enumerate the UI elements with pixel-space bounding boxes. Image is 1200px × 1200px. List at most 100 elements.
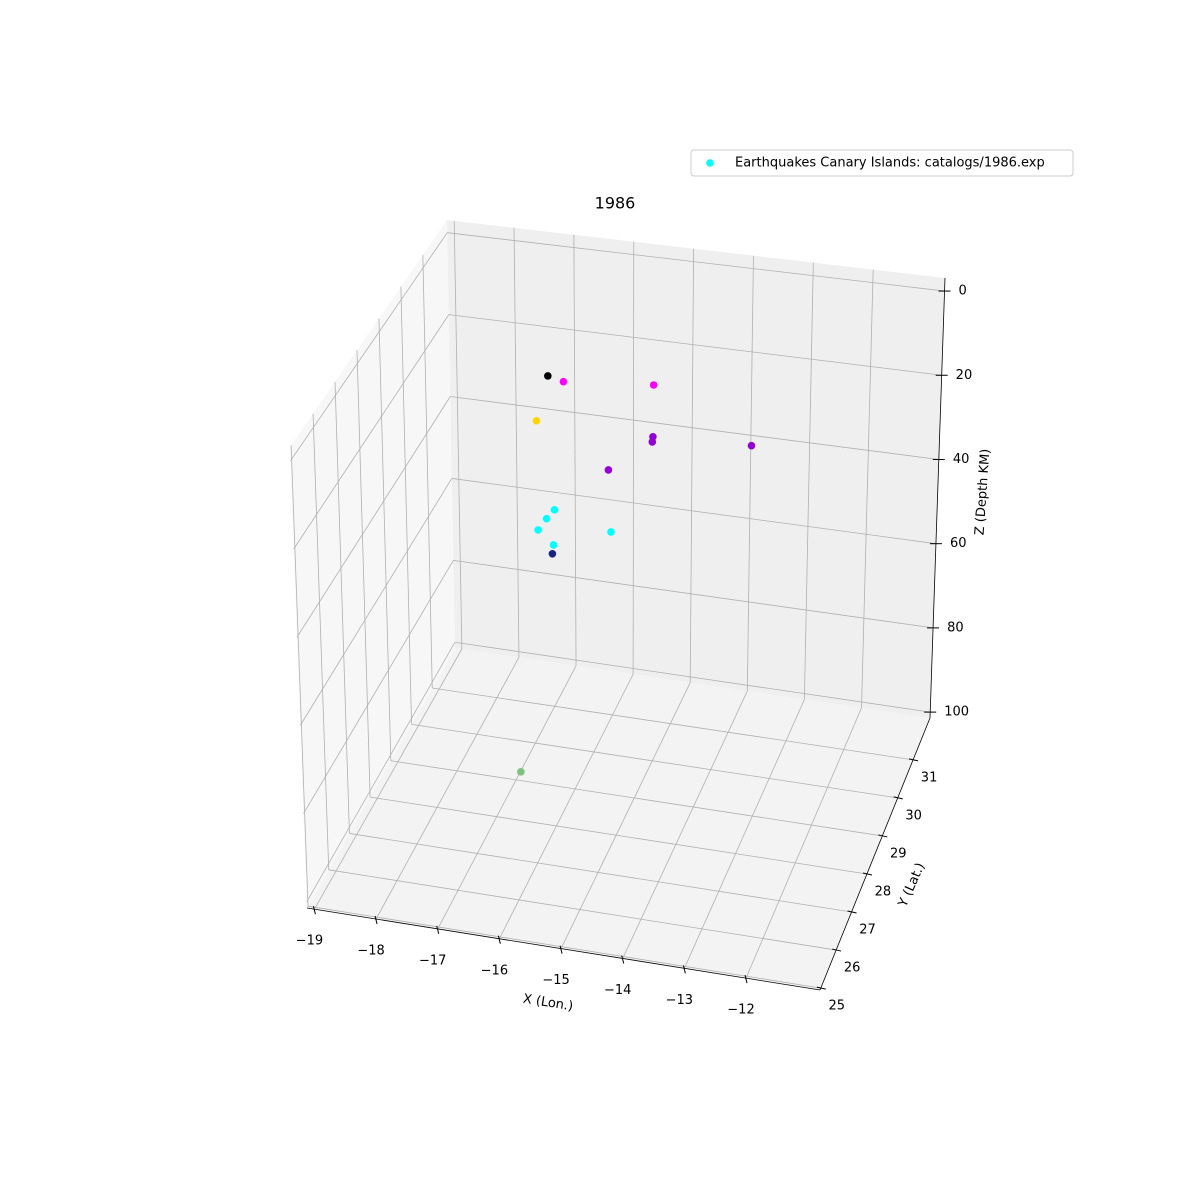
grid-line [803,262,814,700]
data-point [607,528,615,536]
x-tick [744,975,748,984]
y-axis-line [819,717,931,991]
grid-line [299,478,453,726]
back-pane [447,220,945,718]
grid-line [453,220,463,650]
x-tick-label: −14 [604,983,631,998]
grid-line [513,227,520,658]
grid-line [454,641,931,713]
grid-line [290,445,309,907]
grid-line [450,396,939,460]
grid-line [312,413,330,870]
x-tick-label: −13 [666,993,693,1008]
z-axis-line [929,277,946,719]
data-point [532,417,541,425]
data-point [544,372,552,380]
y-tick [816,986,826,990]
grid-line [745,707,862,979]
grid-line [432,687,914,761]
x-tick [621,955,625,964]
grid-line [861,269,874,708]
z-tick-label: 40 [953,452,970,467]
data-point [534,526,542,534]
grid-line [437,665,577,930]
y-tick [878,834,888,838]
grid-line [447,232,945,292]
y-tick [832,948,842,952]
x-tick-label: −19 [296,934,323,949]
grid-line [422,254,433,689]
grid-line [328,869,837,951]
grid-line [290,232,448,461]
grid-line [390,760,883,837]
legend: Earthquakes Canary Islands: catalogs/198… [690,149,1074,177]
legend-label: Earthquakes Canary Islands: catalogs/198… [735,156,1045,171]
grid-line [307,905,821,989]
grid-line [296,396,451,638]
data-point [604,466,613,474]
grid-line [499,674,634,939]
data-point [559,377,568,386]
floor-pane [307,648,930,990]
grid-line [448,314,942,376]
chart-title: 1986 [595,194,636,213]
grid-line [306,642,456,903]
x-tick-label: −12 [727,1003,754,1018]
y-tick-label: 30 [905,808,922,823]
axes: −19 −18 −17 −16 −15 −14 −13 −12 25 26 27 28 29 30 31 0 2… [296,277,973,1018]
grid-line [746,255,754,692]
grid-line [334,381,350,834]
grid-line [378,318,392,761]
grid-line [370,796,867,875]
grid-line [451,478,936,545]
legend-box [690,149,1074,177]
grid-line [689,248,695,683]
grid-line [356,350,371,798]
data-point [550,506,559,514]
y-tick-label: 31 [921,770,938,785]
grid-line [683,699,805,969]
data-point [648,438,657,446]
z-tick-label: 80 [947,620,964,635]
grid-line [293,314,450,550]
y-tick-label: 27 [859,923,876,938]
x-axis-line [306,907,821,991]
z-tick-label: 20 [956,368,973,383]
grid-line [411,723,898,799]
grid-line [303,560,454,814]
y-tick [862,872,873,876]
x-tick [436,925,440,935]
grid-line [573,234,577,666]
x-tick-label: −15 [542,973,569,988]
y-tick [847,910,857,914]
grid-line [314,648,463,910]
data-point [549,541,558,549]
z-axis-label: Z (Depth KM) [972,448,993,535]
z-tick-label: 100 [944,705,969,720]
grid [290,220,945,989]
data-point [747,441,756,450]
y-tick-label: 28 [875,884,892,899]
y-tick [908,758,919,762]
y-tick [893,796,903,800]
x-tick-label: −17 [419,953,446,968]
x-tick-label: −18 [357,944,384,959]
y-tick-label: 29 [890,846,907,861]
panes [290,220,945,990]
data-point [542,514,551,523]
data-point [649,381,658,389]
data-point [517,768,525,776]
grid-line [349,833,852,913]
grid-line [400,286,412,725]
grid-line [560,682,691,949]
grid-line [453,559,934,629]
grid-line [622,690,748,959]
points [517,372,756,776]
x-tick [559,945,563,954]
x-tick [312,906,316,915]
grid-line [632,241,635,675]
grid-line [375,657,520,920]
y-tick-label: 25 [828,999,845,1014]
x-tick-label: −16 [481,963,508,978]
